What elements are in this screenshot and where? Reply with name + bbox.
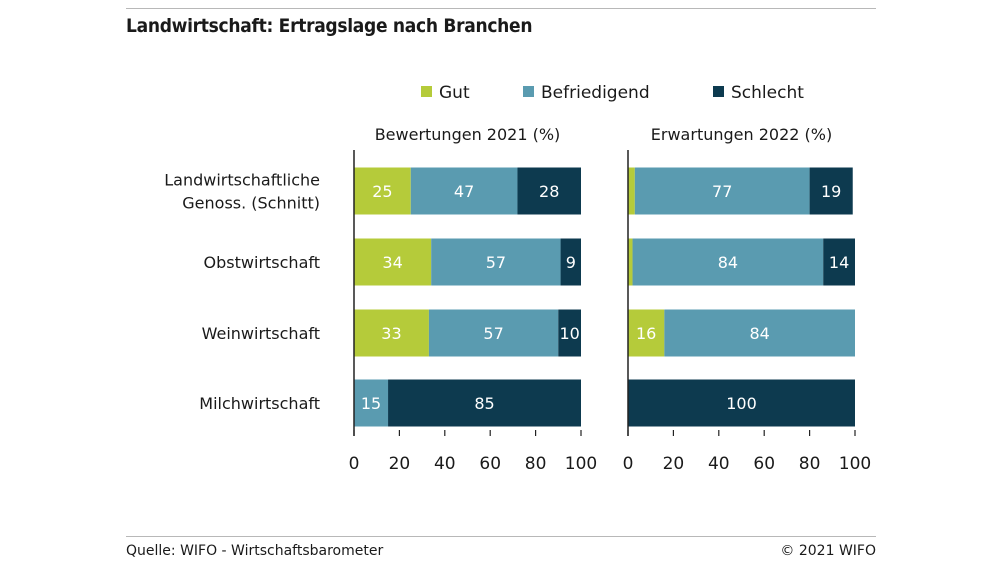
bar-panel2-row3-gut (628, 309, 665, 357)
bar-panel1-row4-befriedigend (354, 379, 389, 427)
data-label-panel2-row3-gut: 16 (636, 324, 656, 343)
top-rule (126, 8, 876, 9)
data-label-panel1-row3-gut: 33 (381, 324, 401, 343)
bar-panel2-row3-befriedigend (664, 309, 855, 357)
data-label-panel1-row1-befriedigend: 47 (454, 182, 474, 201)
bar-panel2-row1-befriedigend (634, 167, 810, 215)
legend-swatch-gut (421, 86, 432, 97)
tick-label-panel1-20: 20 (389, 454, 411, 474)
data-label-panel1-row1-gut: 25 (372, 182, 392, 201)
tick-label-panel1-100: 100 (565, 454, 597, 474)
tick-label-panel1-80: 80 (525, 454, 547, 474)
legend-swatch-befriedigend (523, 86, 534, 97)
legend-label-schlecht: Schlecht (731, 83, 804, 103)
data-label-panel2-row2-schlecht: 14 (829, 253, 849, 272)
legend-label-befriedigend: Befriedigend (541, 83, 650, 103)
data-label-panel2-row1-schlecht: 19 (821, 182, 841, 201)
bar-panel2-row2-gut (628, 238, 633, 286)
data-label-panel1-row4-schlecht: 85 (474, 394, 494, 413)
bar-panel1-row3-befriedigend (428, 309, 559, 357)
bar-panel1-row1-gut (354, 167, 411, 215)
data-label-panel2-row1-befriedigend: 77 (712, 182, 732, 201)
bar-panel2-row1-gut (628, 167, 635, 215)
bar-panel2-row4-schlecht (628, 379, 855, 427)
category-label-1-line-1: Landwirtschaftliche (164, 171, 320, 190)
data-label-panel1-row4-befriedigend: 15 (361, 394, 381, 413)
data-label-panel1-row3-schlecht: 10 (559, 324, 579, 343)
data-label-panel1-row2-schlecht: 9 (566, 253, 576, 272)
legend-swatch-schlecht (713, 86, 724, 97)
tick-label-panel2-0: 0 (623, 454, 634, 474)
copyright-note: © 2021 WIFO (780, 543, 876, 559)
data-label-panel1-row3-befriedigend: 57 (483, 324, 503, 343)
tick-label-panel1-40: 40 (434, 454, 456, 474)
bar-panel1-row2-schlecht (560, 238, 581, 286)
category-label-1-line-2: Genoss. (Schnitt) (182, 194, 320, 213)
tick-label-panel2-80: 80 (799, 454, 821, 474)
source-note: Quelle: WIFO - Wirtschaftsbarometer (126, 543, 384, 559)
tick-label-panel2-40: 40 (708, 454, 730, 474)
tick-label-panel2-20: 20 (663, 454, 685, 474)
bar-panel1-row2-gut (354, 238, 432, 286)
bar-panel2-row2-schlecht (823, 238, 855, 286)
tick-label-panel2-60: 60 (753, 454, 775, 474)
panel-title-2: Erwartungen 2022 (%) (651, 125, 832, 144)
bar-panel1-row3-gut (354, 309, 429, 357)
data-label-panel1-row2-gut: 34 (382, 253, 402, 272)
data-label-panel2-row4-schlecht: 100 (726, 394, 757, 413)
data-label-panel2-row2-befriedigend: 84 (718, 253, 738, 272)
data-label-panel2-row3-befriedigend: 84 (749, 324, 769, 343)
tick-label-panel1-60: 60 (479, 454, 501, 474)
bar-panel1-row4-schlecht (388, 379, 581, 427)
bar-panel2-row2-befriedigend (632, 238, 824, 286)
data-label-panel1-row2-befriedigend: 57 (486, 253, 506, 272)
tick-label-panel2-100: 100 (839, 454, 871, 474)
chart-title: Landwirtschaft: Ertragslage nach Branche… (126, 15, 533, 37)
category-label-3: Weinwirtschaft (202, 324, 320, 343)
bar-panel1-row2-befriedigend (431, 238, 561, 286)
category-label-2: Obstwirtschaft (204, 253, 320, 272)
legend-label-gut: Gut (439, 83, 470, 103)
bar-panel1-row3-schlecht (558, 309, 581, 357)
panel-title-1: Bewertungen 2021 (%) (375, 125, 561, 144)
bar-panel1-row1-schlecht (517, 167, 581, 215)
bottom-rule (126, 536, 876, 537)
bar-panel1-row1-befriedigend (410, 167, 518, 215)
data-label-panel1-row1-schlecht: 28 (539, 182, 559, 201)
bar-panel2-row1-schlecht (809, 167, 853, 215)
category-label-4: Milchwirtschaft (199, 394, 320, 413)
tick-label-panel1-0: 0 (349, 454, 360, 474)
